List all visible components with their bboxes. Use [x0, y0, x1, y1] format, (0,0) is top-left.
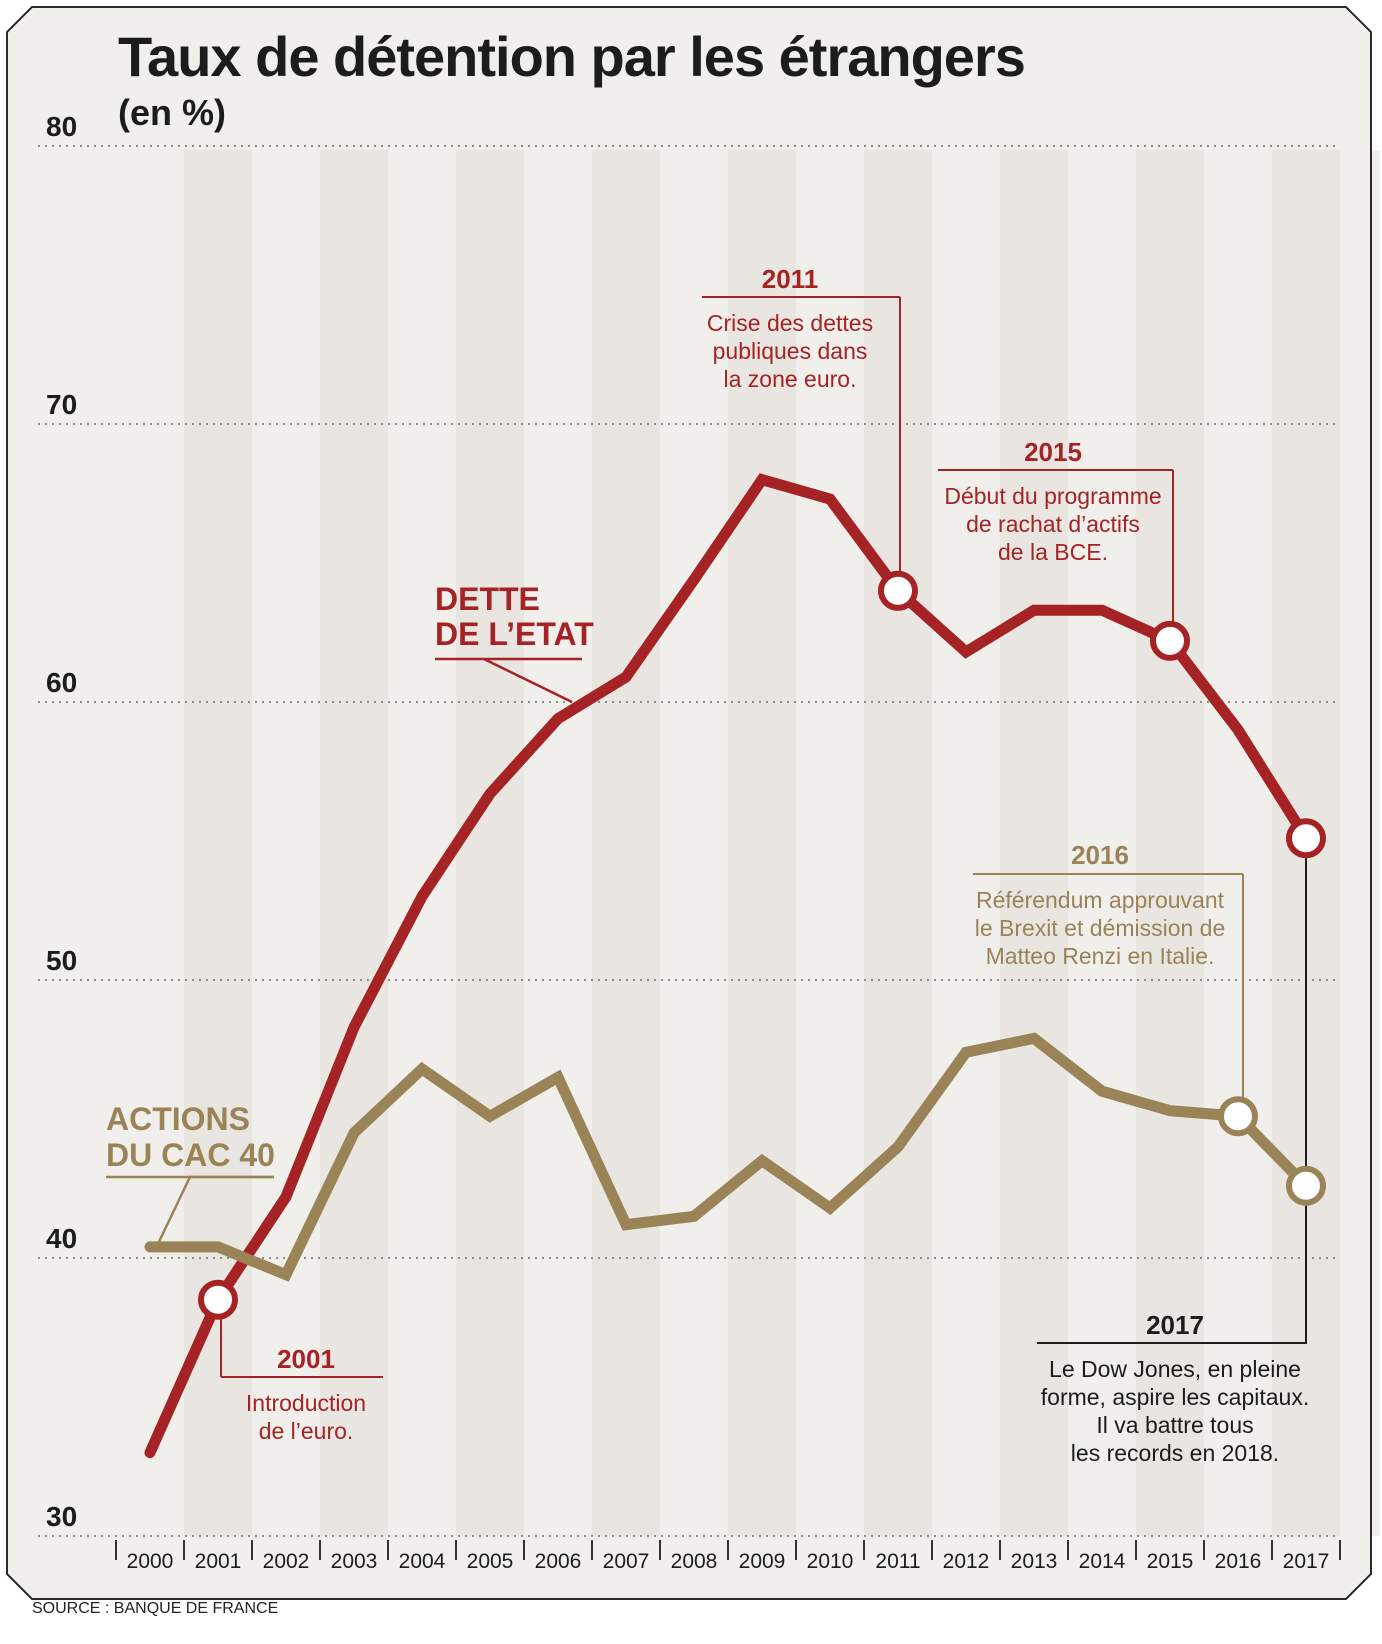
column-stripe — [864, 150, 932, 1536]
annotation-year-2011: 2011 — [762, 264, 818, 294]
x-tick-label: 2011 — [875, 1550, 920, 1573]
column-stripe — [320, 150, 388, 1536]
data-point-marker — [1286, 818, 1326, 859]
y-tick-label: 50 — [46, 945, 77, 976]
data-point-marker — [198, 1279, 238, 1320]
annotation-text-2015: Début du programme — [944, 483, 1161, 509]
data-point-marker — [878, 570, 918, 611]
y-tick-label: 80 — [46, 111, 77, 142]
annotation-text-2001: de l’euro. — [259, 1418, 354, 1444]
annotation-year-2017: 2017 — [1146, 1310, 1204, 1340]
x-tick-label: 2000 — [127, 1550, 174, 1573]
annotation-text-2011: publiques dans — [713, 338, 868, 364]
column-stripe — [1000, 150, 1068, 1536]
column-stripe — [592, 150, 660, 1536]
annotation-text-2017: Il va battre tous — [1096, 1412, 1253, 1438]
annotation-text-2015: de rachat d’actifs — [966, 511, 1140, 537]
series-label-dette: DE L’ETAT — [435, 616, 594, 652]
x-tick-label: 2013 — [1011, 1550, 1058, 1573]
x-tick-label: 2006 — [535, 1550, 582, 1573]
y-tick-label: 30 — [46, 1501, 77, 1532]
chart-title: Taux de détention par les étrangers — [118, 25, 1026, 88]
data-point-marker — [1286, 1165, 1326, 1206]
series-label-actions: ACTIONS — [106, 1101, 250, 1137]
x-tick-label: 2004 — [399, 1550, 446, 1573]
annotation-year-2015: 2015 — [1024, 437, 1082, 467]
data-point-marker — [1218, 1096, 1258, 1137]
x-tick-label: 2009 — [739, 1550, 786, 1573]
column-stripe — [456, 150, 524, 1536]
column-stripe-end — [1340, 150, 1380, 1536]
x-tick-label: 2017 — [1283, 1550, 1330, 1573]
chart-subtitle: (en %) — [118, 92, 226, 133]
annotation-text-2017: forme, aspire les capitaux. — [1041, 1384, 1309, 1410]
annotation-text-2017: Le Dow Jones, en pleine — [1049, 1356, 1301, 1382]
x-tick-label: 2016 — [1215, 1550, 1262, 1573]
annotation-text-2016: Matteo Renzi en Italie. — [986, 943, 1215, 969]
y-tick-label: 60 — [46, 667, 77, 698]
x-tick-label: 2015 — [1147, 1550, 1194, 1573]
x-tick-label: 2008 — [671, 1550, 718, 1573]
y-tick-label: 40 — [46, 1223, 77, 1254]
annotation-text-2016: Référendum approuvant — [976, 887, 1225, 913]
annotation-text-2011: la zone euro. — [724, 366, 857, 392]
y-tick-label: 70 — [46, 389, 77, 420]
x-tick-label: 2012 — [943, 1550, 990, 1573]
x-tick-label: 2014 — [1079, 1550, 1126, 1573]
series-label-actions: DU CAC 40 — [106, 1137, 275, 1173]
chart-source: SOURCE : BANQUE DE FRANCE — [32, 1600, 279, 1617]
annotation-text-2011: Crise des dettes — [707, 310, 873, 336]
annotation-text-2016: le Brexit et démission de — [975, 915, 1226, 941]
annotation-text-2017: les records en 2018. — [1071, 1440, 1279, 1466]
data-point-marker — [1150, 620, 1190, 661]
annotation-text-2015: de la BCE. — [998, 539, 1108, 565]
x-tick-label: 2002 — [263, 1550, 310, 1573]
x-tick-label: 2005 — [467, 1550, 514, 1573]
annotation-year-2016: 2016 — [1071, 840, 1129, 870]
annotation-year-2001: 2001 — [277, 1344, 335, 1374]
annotation-text-2001: Introduction — [246, 1390, 366, 1416]
x-tick-label: 2007 — [603, 1550, 650, 1573]
x-tick-label: 2010 — [807, 1550, 854, 1573]
column-stripe — [184, 150, 252, 1536]
x-tick-label: 2003 — [331, 1550, 378, 1573]
series-label-dette: DETTE — [435, 581, 540, 617]
x-tick-label: 2001 — [195, 1550, 242, 1573]
